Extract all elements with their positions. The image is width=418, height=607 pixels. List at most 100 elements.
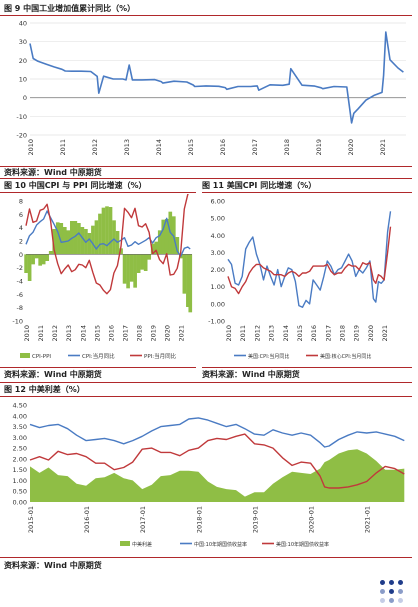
fig12-top-rule	[0, 382, 412, 383]
fig9-ytick: 0	[23, 94, 27, 102]
fig11-xtick: 2020	[367, 325, 375, 342]
fig10-diff-bar	[87, 233, 92, 255]
fig10-xtick: 2014	[79, 325, 87, 342]
fig10-diff-bar	[73, 221, 78, 255]
fig10-diff-bar	[161, 219, 166, 255]
fig10-xtick: 2013	[65, 325, 73, 342]
fig11-title-rule	[202, 192, 412, 193]
fig10-diff-bar	[34, 254, 39, 259]
fig10-diff-bar	[182, 254, 187, 294]
fig12-xtick: 2018-01	[195, 506, 203, 533]
fig10-diff-bar	[91, 225, 95, 255]
fig12-cn-yield-line	[29, 417, 405, 448]
fig10-title-rule	[0, 192, 196, 193]
fig10-diff-bar	[98, 213, 102, 255]
fig12-ytick: 3.50	[13, 423, 27, 431]
fig11-xtick: 2017	[324, 325, 332, 342]
fig10-ppi-line	[25, 194, 189, 295]
fig10-diff-bar	[188, 254, 193, 313]
fig12-legend-swatch	[120, 541, 130, 546]
fig11-xtick: 2016	[310, 325, 318, 342]
fig9-ytick: -10	[16, 113, 27, 121]
fig11-ytick: 4.00	[211, 232, 225, 240]
fig12-xtick: 2015-01	[27, 506, 35, 533]
fig10-ytick: -8	[17, 304, 23, 312]
fig9-xtick: 2014	[155, 139, 163, 156]
fig11-title: 图 11 美国CPI 同比增速（%）	[202, 181, 317, 190]
fig10-xtick: 2010	[23, 325, 31, 342]
fig10-diff-bar	[45, 254, 50, 261]
fig10-diff-bar	[150, 243, 155, 255]
fig12-source-rule	[0, 557, 412, 558]
fig12-xtick: 2019-01	[251, 506, 259, 533]
fig11-core-cpi-line	[227, 226, 392, 295]
fig10-diff-bar	[41, 254, 46, 265]
fig9-title: 图 9 中国工业增加值累计同比（%）	[4, 4, 136, 13]
fig10-top-rule	[0, 178, 412, 179]
fig12-legend-label: 美国:10年期国债收益率	[276, 541, 329, 548]
fig12-ytick: 1.00	[13, 477, 27, 485]
fig9-xtick: 2017	[251, 139, 259, 156]
fig10-xtick: 2011	[37, 325, 45, 342]
fig12-ytick: 2.50	[13, 445, 27, 453]
fig9-series-line	[29, 31, 404, 124]
fig9-xtick: 2012	[91, 139, 99, 156]
fig10-diff-bar	[27, 254, 32, 281]
fig9-xtick: 2011	[59, 139, 67, 156]
fig10-diff-bar	[48, 251, 53, 255]
fig10-legend-label: CPI-PPI	[32, 354, 51, 360]
fig12-spread-area	[30, 449, 405, 502]
fig9-source-rule	[0, 166, 412, 167]
fig9-xtick: 2013	[123, 139, 131, 156]
fig10-diff-bar	[94, 220, 99, 255]
fig10-diff-bar	[101, 207, 106, 255]
fig10-ytick: -2	[17, 264, 23, 272]
fig9-ytick: 30	[19, 38, 27, 46]
fig11-ytick: 1.00	[211, 283, 225, 291]
fig9-xtick: 2010	[27, 139, 35, 156]
fig10-xtick: 2018	[136, 325, 144, 342]
fig10-xtick: 2012	[51, 325, 59, 342]
fig10-diff-bar	[112, 220, 116, 255]
fig10-xtick: 2020	[164, 325, 172, 342]
fig10-diff-bar	[55, 222, 60, 255]
fig12-ytick: 0.00	[13, 499, 27, 507]
fig10-diff-bar	[157, 230, 162, 255]
fig10-xtick: 2015	[93, 325, 101, 342]
fig12-title-rule	[0, 396, 412, 397]
fig12-ytick: 0.50	[13, 488, 27, 496]
fig10-ytick: 6	[19, 211, 23, 219]
fig10-diff-bar	[122, 254, 127, 284]
fig11-xtick: 2019	[353, 325, 361, 342]
fig11-ytick: 3.00	[211, 249, 225, 257]
fig9-ytick: 20	[19, 57, 27, 65]
fig10-ytick: -4	[17, 278, 23, 286]
fig11-legend-label: 美国:CPI:当月同比	[248, 353, 289, 360]
fig10-ytick: 0	[19, 251, 23, 259]
fig11-ytick: -1.00	[208, 318, 225, 326]
fig10-diff-bar	[126, 254, 130, 289]
fig10-diff-bar	[186, 254, 190, 307]
fig12-ytick: 4.50	[13, 402, 27, 410]
fig9-xtick: 2021	[379, 139, 387, 156]
fig12-chart: 4.50 4.00 3.50 3.00 2.50 2.00 1.50 1.00 0.50 0.00…	[13, 402, 405, 548]
fig9-xtick: 2018	[283, 139, 291, 156]
fig11-source-rule	[202, 367, 412, 368]
fig9-ytick: 10	[19, 76, 27, 84]
logo-dot	[389, 580, 394, 585]
fig10-cpi-line	[25, 210, 191, 257]
logo-dot	[380, 589, 385, 594]
fig10-diff-bar	[143, 254, 148, 271]
logo-dot	[380, 580, 385, 585]
fig12-legend-label: 中国:10年期国债收益率	[194, 541, 247, 548]
fig11-xtick: 2014	[282, 325, 290, 342]
fig10-diff-bar	[62, 227, 67, 255]
fig10-diff-bar	[66, 230, 71, 255]
fig12-xtick: 2016-01	[83, 506, 91, 533]
fig10-diff-bar	[24, 254, 28, 273]
fig11-source: 资料来源：Wind 中原期货	[202, 370, 300, 379]
fig10-diff-bar	[108, 207, 113, 255]
fig10-diff-bar	[80, 227, 85, 255]
fig10-source-rule	[0, 367, 196, 368]
